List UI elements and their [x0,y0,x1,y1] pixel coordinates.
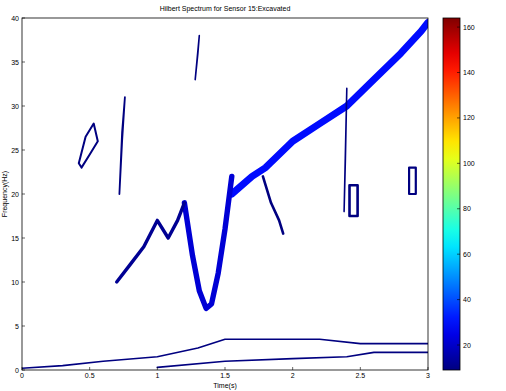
x-tick-label: 0 [20,372,24,379]
x-axis-title: Time(s) [213,382,236,390]
colorbar-tick-label: 120 [463,114,475,121]
x-tick [360,367,361,370]
y-tick-label: 0 [15,367,19,374]
contour-line [119,97,125,194]
colorbar-tick [457,208,460,209]
x-tick-label: 1.5 [220,372,230,379]
colorbar-tick [457,254,460,255]
contours [22,22,428,368]
colorbar-tick-label: 40 [463,296,471,303]
colorbar-tick-label: 140 [463,69,475,76]
colorbar-tick [457,345,460,346]
x-tick-label: 1 [155,372,159,379]
y-tick-label: 40 [11,15,19,22]
colorbar-tick [457,72,460,73]
y-tick [22,150,25,151]
y-tick-label: 15 [11,235,19,242]
y-tick-label: 30 [11,103,19,110]
contour-line [263,176,283,233]
chart: Hilbert Spectrum for Sensor 15:Excavated… [0,0,506,391]
x-tick [89,367,90,370]
x-tick [22,367,23,370]
y-tick [22,62,25,63]
y-tick-label: 35 [11,59,19,66]
colorbar-tick-label: 80 [463,205,471,212]
title: Hilbert Spectrum for Sensor 15:Excavated [160,5,291,13]
colorbar-tick-label: 100 [463,160,475,167]
x-tick-label: 2.5 [355,372,365,379]
y-tick-label: 5 [15,323,19,330]
y-tick-label: 10 [11,279,19,286]
colorbar-tick-label: 160 [463,24,475,31]
colorbar-tick [457,117,460,118]
x-tick-label: 3 [426,372,430,379]
colorbar [443,18,460,370]
colorbar-tick [457,163,460,164]
y-tick [22,106,25,107]
y-tick [22,282,25,283]
colorbar-tick-label: 20 [463,342,471,349]
plot-area [22,18,428,370]
contour-line [409,168,416,194]
colorbar-tick [457,27,460,28]
contour-line [344,88,347,211]
contour-line [22,339,428,368]
y-tick [22,18,25,19]
x-tick [157,367,158,370]
x-tick-label: 2 [291,372,295,379]
contour-line [232,22,428,194]
contour-line [157,352,428,367]
y-tick-label: 25 [11,147,19,154]
x-tick [292,367,293,370]
y-tick [22,326,25,327]
contour-line [184,176,231,308]
x-tick-label: 0.5 [85,372,95,379]
contour-line [195,36,199,80]
contour-line [117,203,185,282]
x-tick [428,367,429,370]
colorbar-tick [457,299,460,300]
y-tick [22,370,25,371]
frame [22,18,428,370]
contour-line [350,185,358,216]
contour-line [79,124,98,168]
x-tick [225,367,226,370]
y-tick [22,238,25,239]
y-axis-title: Frequency(Hz) [1,171,9,217]
y-tick [22,194,25,195]
y-tick-label: 20 [11,191,19,198]
colorbar-tick-label: 60 [463,251,471,258]
